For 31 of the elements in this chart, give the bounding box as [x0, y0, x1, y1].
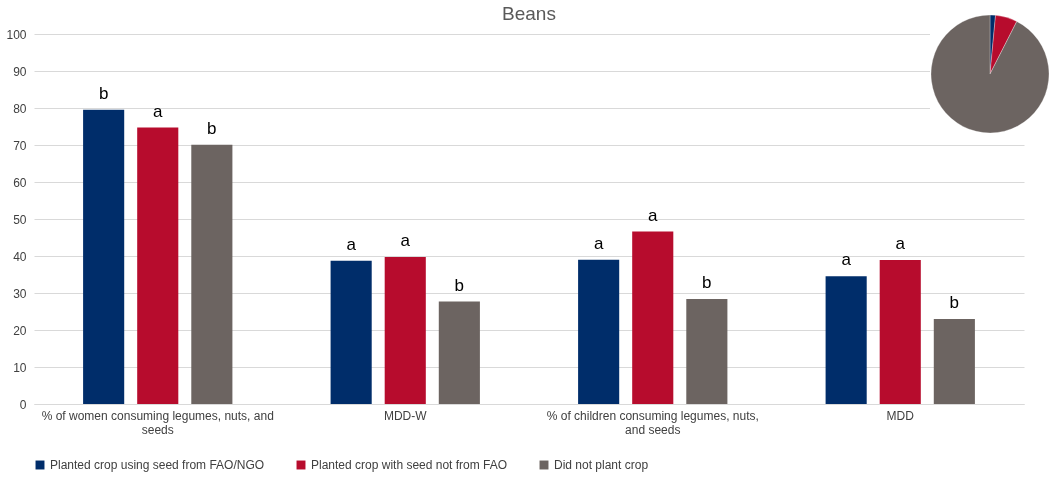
annotation: b — [454, 275, 465, 295]
legend-label: Planted crop using seed from FAO/NGO — [50, 458, 265, 472]
y-tick-label: 20 — [13, 323, 27, 338]
legend-label: Planted crop with seed not from FAO — [311, 458, 508, 472]
y-tick-label: 80 — [13, 101, 27, 116]
y-tick-label: 90 — [13, 64, 27, 79]
x-tick-label: MDD — [886, 408, 915, 423]
annotation: a — [153, 101, 164, 121]
annotation: a — [841, 250, 852, 270]
x-tick-label: MDD-W — [383, 408, 428, 423]
annotation: b — [207, 118, 217, 138]
annotation: b — [702, 272, 712, 292]
y-tick-label: 70 — [13, 138, 27, 153]
y-tick-label: 30 — [13, 286, 27, 301]
annotation: a — [895, 234, 906, 254]
legend-label: Did not plant crop — [554, 458, 649, 472]
annotation: b — [949, 292, 960, 312]
y-tick-label: 100 — [6, 27, 27, 42]
y-tick-label: 10 — [13, 360, 27, 375]
annotation: a — [593, 233, 604, 253]
annotation: a — [648, 205, 659, 225]
x-tick-label: % of women consuming legumes, nuts, and seeds — [41, 408, 274, 437]
chart-title: Beans — [502, 3, 556, 24]
annotation: a — [346, 234, 357, 254]
y-tick-label: 60 — [13, 175, 27, 190]
annotation: a — [400, 231, 411, 251]
y-tick-label: 0 — [19, 397, 27, 412]
y-tick-label: 40 — [13, 249, 27, 264]
y-tick-label: 50 — [13, 212, 27, 227]
x-tick-label: % of children consuming legumes, nuts, and seeds — [546, 408, 759, 437]
annotation: b — [98, 83, 109, 103]
